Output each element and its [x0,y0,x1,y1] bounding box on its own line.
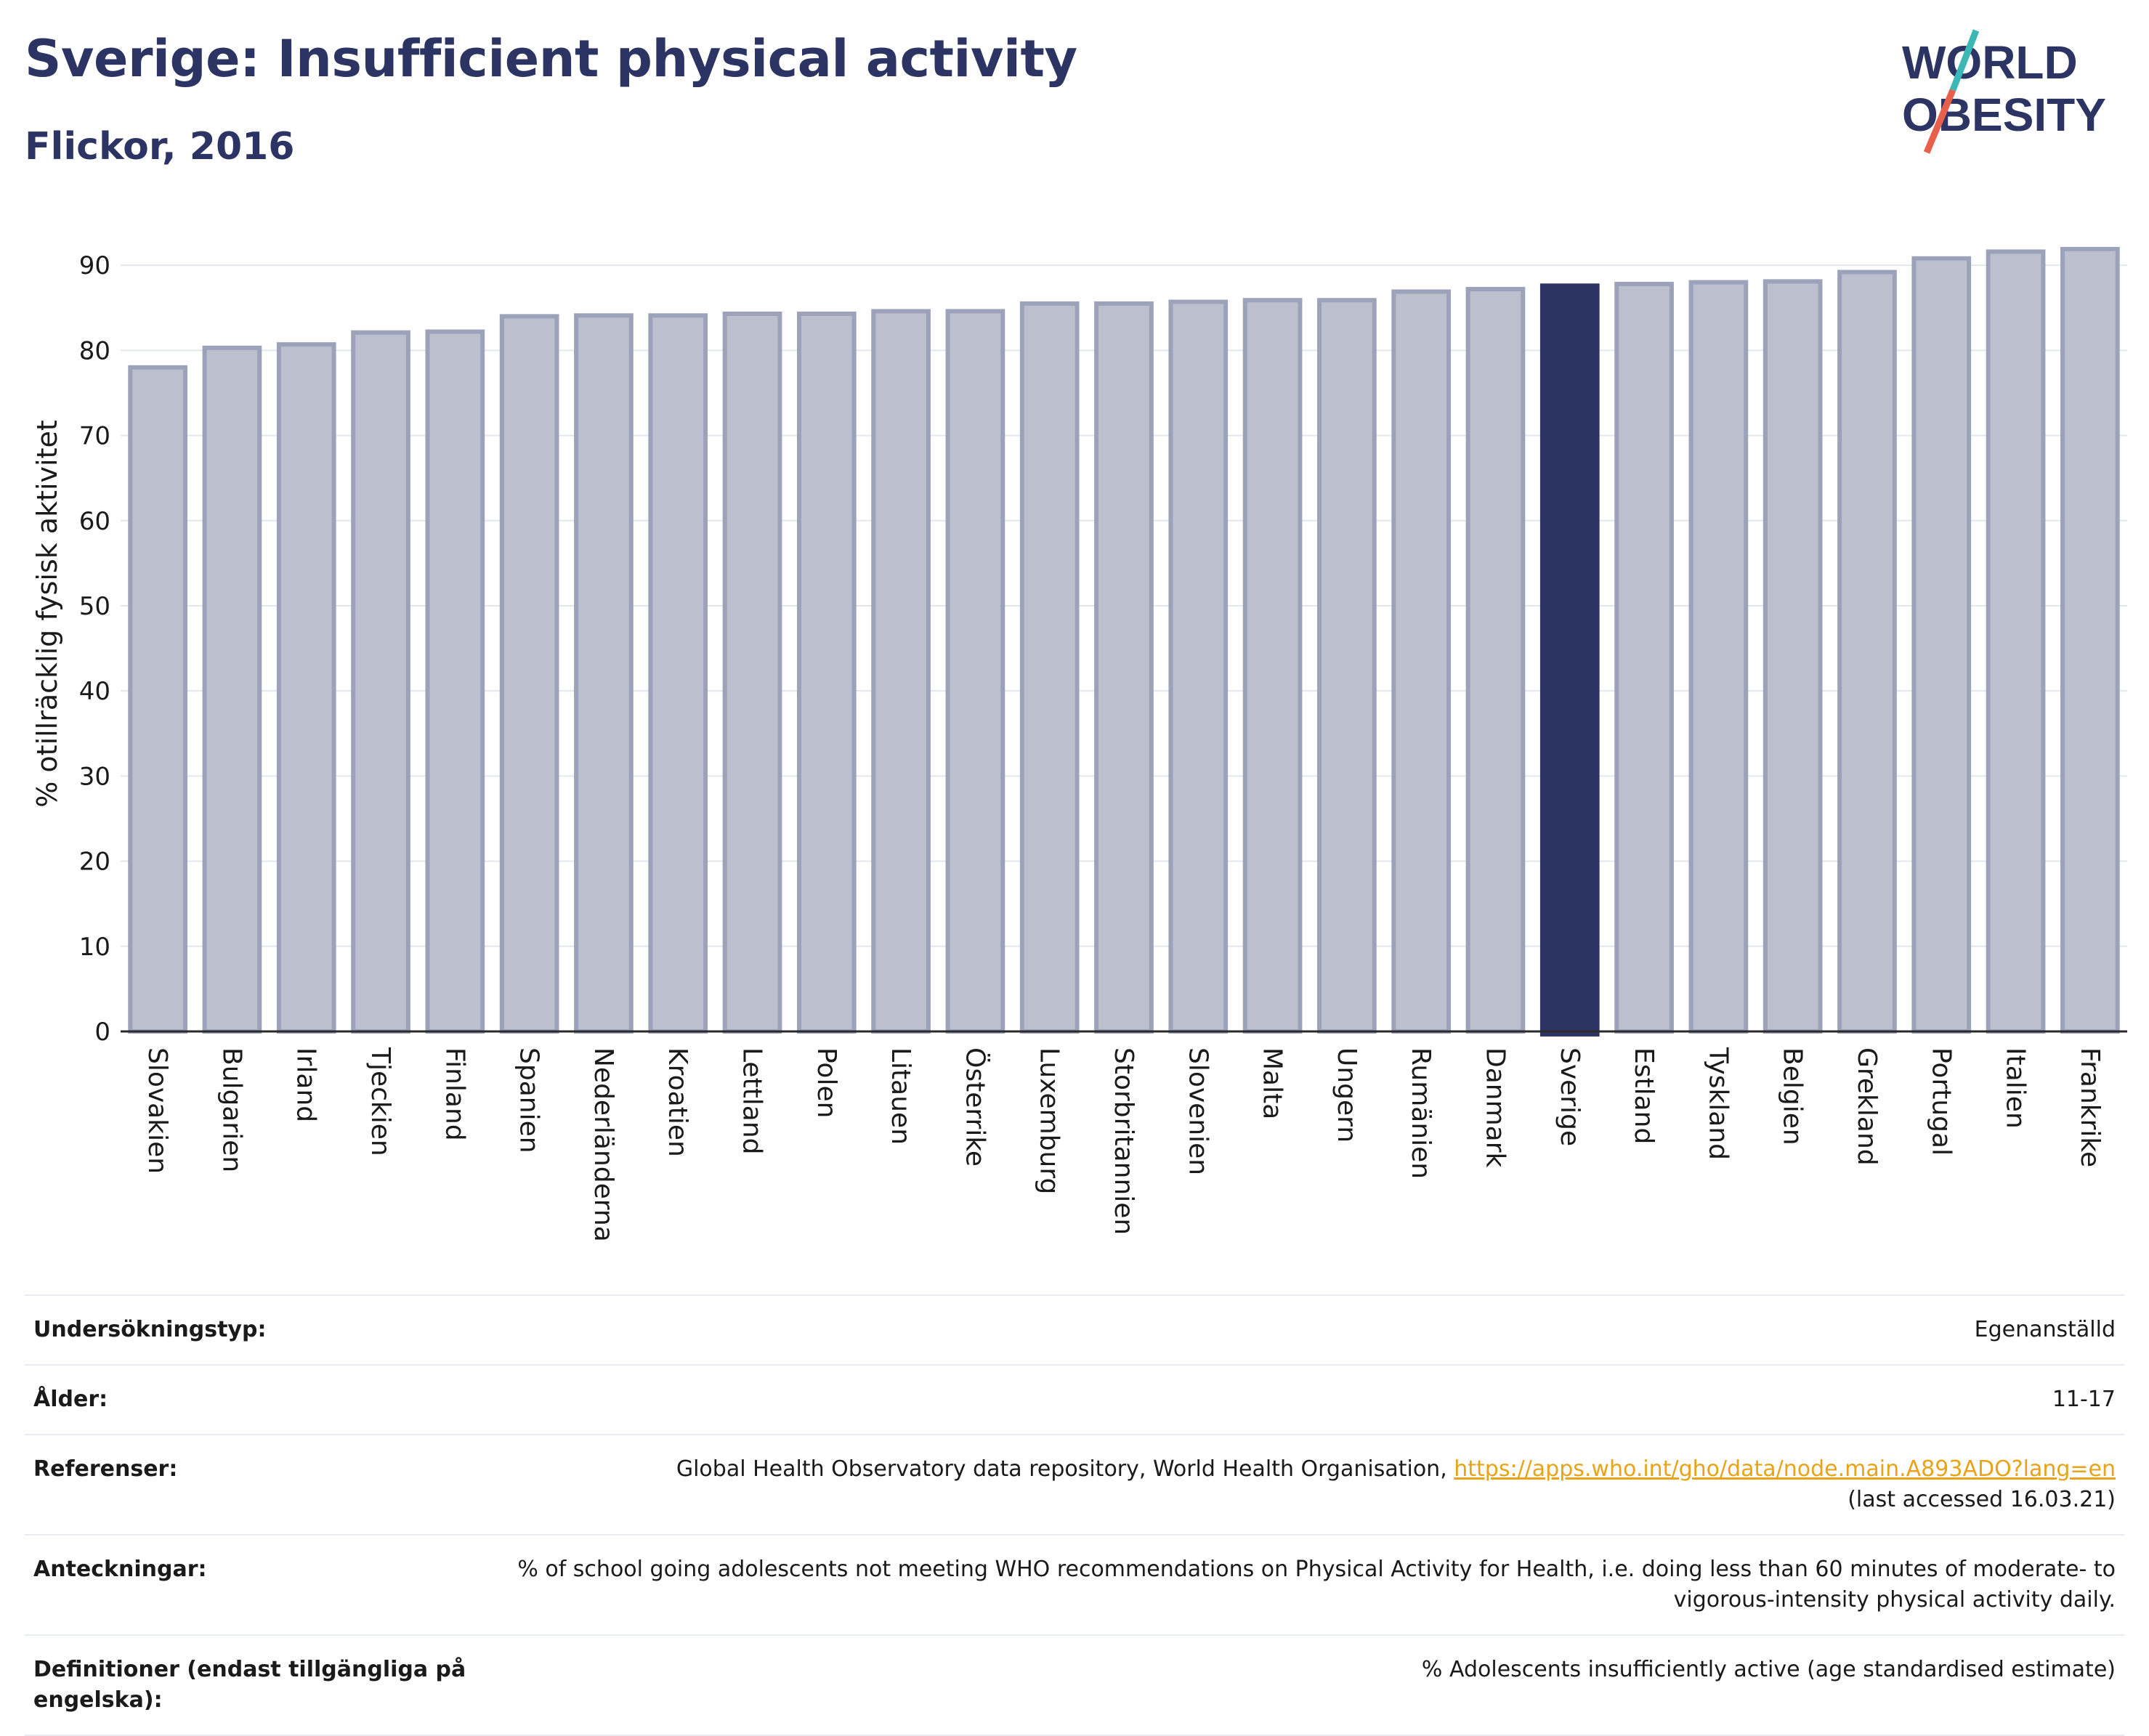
bar-luxemburg [1019,301,1080,1034]
bar-kroatien [648,313,708,1034]
meta-value: Global Health Observatory data repositor… [517,1454,2116,1515]
logo-text-world: WORLD [1902,36,2078,89]
x-tick-label: Tjeckien [365,1047,395,1156]
bar-portugal [1911,256,1972,1034]
x-tick-label: Tyskland [1703,1047,1733,1160]
logo-slash-bottom [1923,89,1956,154]
reference-link[interactable]: https://apps.who.int/gho/data/node.main.… [1454,1456,2116,1482]
meta-value: % Adolescents insufficiently active (age… [1421,1657,2116,1682]
x-tick-label: Kroatien [663,1047,692,1157]
x-tick-label: Danmark [1480,1047,1510,1168]
y-tick-label: 0 [94,1018,110,1047]
x-tick-label: Luxemburg [1035,1047,1064,1194]
x-tick-label: Italien [2001,1047,2031,1129]
bar-bulgarien [202,345,262,1034]
x-tick-label: Irland [291,1047,321,1122]
bar-sverige [1539,283,1600,1037]
meta-value: % of school going adolescents not meetin… [517,1557,2116,1613]
x-tick-label: Storbritannien [1109,1047,1138,1235]
meta-row-notes: Anteckningar: % of school going adolesce… [25,1534,2124,1634]
y-tick-label: 90 [79,251,110,280]
metadata-table: Undersökningstyp: Egenanställd Ålder: 11… [25,1294,2124,1736]
bar-finland [425,329,485,1034]
meta-row-references: Referenser: Global Health Observatory da… [25,1434,2124,1534]
bar-italien [1986,249,2046,1034]
bar-estland [1614,281,1674,1034]
bar-lettland [722,311,782,1034]
x-tick-label: Österrike [960,1047,990,1167]
bar-malta [1242,298,1303,1034]
bar-tyskland [1688,280,1749,1034]
x-tick-label: Polen [812,1047,841,1118]
y-tick-label: 20 [79,848,110,877]
bar-grekland [1837,269,1897,1034]
bar-tjeckien [351,330,410,1034]
y-tick-label: 70 [79,422,110,451]
y-tick-label: 80 [79,336,110,365]
y-tick-label: 60 [79,507,110,536]
meta-value: Egenanställd [1974,1317,2116,1342]
bar-frankrike [2060,246,2120,1034]
x-tick-label: Frankrike [2075,1047,2105,1167]
page-title: Sverige: Insufficient physical activity [25,29,1077,89]
y-axis-label: % otillräcklig fysisk aktivitet [31,420,63,808]
x-tick-label: Ungern [1332,1047,1361,1143]
bar-danmark [1465,286,1526,1034]
x-tick-label: Finland [440,1047,469,1141]
page-subtitle: Flickor, 2016 [25,125,295,169]
x-tick-label: Slovenien [1183,1047,1213,1175]
bar-irland [276,342,336,1034]
x-tick-label: Belgien [1778,1047,1808,1145]
y-tick-label: 10 [79,933,110,962]
bar-slovakien [128,365,187,1034]
x-tick-label: Portugal [1926,1047,1956,1156]
meta-key: Anteckningar: [33,1557,207,1582]
x-tick-label: Litauen [886,1047,915,1145]
logo-slash-top [1949,29,1980,92]
bar-spanien [499,314,559,1034]
bar-österrike [945,309,1005,1034]
x-tick-label: Bulgarien [216,1047,246,1172]
world-obesity-logo: WORLD OBESITY [1902,29,2106,154]
meta-key: Undersökningstyp: [33,1317,267,1342]
meta-row-definitions: Definitioner (endast tillgängliga på eng… [25,1634,2124,1736]
x-tick-label: Nederländerna [588,1047,618,1242]
bar-chart: 0 10 20 30 40 50 60 70 80 90 % otillräcklig fysisk… [31,246,2127,1242]
y-tick-label: 50 [79,592,110,621]
reference-text: Global Health Observatory data repositor… [676,1456,1454,1482]
bar-ungern [1317,298,1377,1034]
meta-key: Definitioner (endast tillgängliga på eng… [33,1657,466,1713]
meta-key: Referenser: [33,1456,178,1482]
x-tick-label: Malta [1258,1047,1287,1119]
meta-key: Ålder: [33,1387,108,1412]
x-tick-label: Slovakien [142,1047,172,1174]
meta-row-survey-type: Undersökningstyp: Egenanställd [25,1294,2124,1364]
x-tick-label: Sverige [1555,1047,1585,1146]
x-tick-label: Rumänien [1406,1047,1436,1179]
x-tick-label: Estland [1629,1047,1659,1144]
bar-polen [796,311,857,1034]
x-tick-label: Lettland [737,1047,767,1155]
meta-value: 11-17 [2052,1387,2116,1412]
bar-belgien [1762,279,1823,1034]
reference-accessed: (last accessed 16.03.21) [1848,1487,2116,1512]
x-tick-label: Spanien [514,1047,544,1153]
bar-nederländerna [574,313,634,1034]
bar-slovenien [1168,299,1229,1034]
y-tick-label: 30 [79,762,110,791]
x-tick-label: Grekland [1852,1047,1882,1166]
meta-row-age: Ålder: 11-17 [25,1364,2124,1434]
y-tick-label: 40 [79,677,110,706]
bar-storbritannien [1094,301,1154,1034]
bar-rumänien [1391,289,1452,1034]
bar-litauen [871,309,931,1034]
